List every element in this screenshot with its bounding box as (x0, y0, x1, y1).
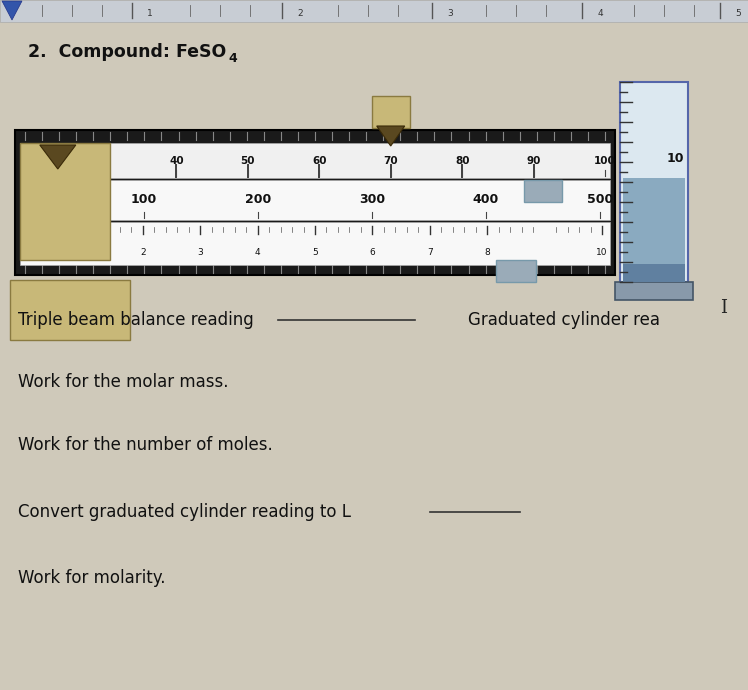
Text: 1: 1 (147, 10, 153, 19)
FancyBboxPatch shape (623, 264, 685, 282)
Text: 10: 10 (596, 248, 607, 257)
FancyBboxPatch shape (496, 260, 536, 282)
Text: Work for the molar mass.: Work for the molar mass. (18, 373, 228, 391)
Text: 300: 300 (359, 193, 385, 206)
Text: 5: 5 (312, 248, 318, 257)
Text: 2: 2 (140, 248, 146, 257)
FancyBboxPatch shape (620, 82, 688, 282)
FancyBboxPatch shape (247, 164, 249, 178)
FancyBboxPatch shape (372, 96, 410, 128)
Text: 30: 30 (98, 155, 112, 166)
Text: 10: 10 (666, 152, 684, 164)
Text: 0: 0 (25, 248, 31, 257)
Text: 500: 500 (587, 193, 613, 206)
Text: Graduated cylinder rea: Graduated cylinder rea (468, 311, 660, 329)
FancyBboxPatch shape (20, 222, 610, 265)
Polygon shape (377, 126, 405, 146)
FancyBboxPatch shape (390, 164, 392, 178)
FancyBboxPatch shape (0, 0, 748, 22)
Text: Work for molarity.: Work for molarity. (18, 569, 165, 587)
Text: 70: 70 (384, 155, 398, 166)
Text: 2: 2 (297, 10, 303, 19)
Text: 4: 4 (597, 10, 603, 19)
Polygon shape (40, 145, 76, 169)
FancyBboxPatch shape (533, 164, 535, 178)
Text: 4: 4 (255, 248, 260, 257)
Text: 4: 4 (228, 52, 237, 64)
Text: 100: 100 (594, 155, 616, 166)
Text: 90: 90 (527, 155, 541, 166)
Text: 5: 5 (735, 10, 741, 19)
Text: 3: 3 (197, 248, 203, 257)
Text: 8: 8 (484, 248, 490, 257)
FancyBboxPatch shape (615, 282, 693, 300)
Text: 2.  Compound: FeSO: 2. Compound: FeSO (28, 43, 226, 61)
Text: 40: 40 (169, 155, 184, 166)
FancyBboxPatch shape (10, 280, 130, 340)
Text: 100: 100 (131, 193, 157, 206)
FancyBboxPatch shape (15, 130, 615, 275)
Text: Triple beam balance reading: Triple beam balance reading (18, 311, 254, 329)
Text: 50: 50 (241, 155, 255, 166)
Text: Work for the number of moles.: Work for the number of moles. (18, 436, 273, 454)
Text: 200: 200 (245, 193, 271, 206)
FancyBboxPatch shape (20, 143, 110, 260)
FancyBboxPatch shape (319, 164, 320, 178)
Text: 3: 3 (447, 10, 453, 19)
Text: 80: 80 (455, 155, 470, 166)
FancyBboxPatch shape (20, 180, 610, 220)
Text: 7: 7 (427, 248, 432, 257)
Polygon shape (2, 1, 22, 20)
FancyBboxPatch shape (462, 164, 463, 178)
Text: 0: 0 (25, 193, 34, 206)
FancyBboxPatch shape (623, 178, 685, 282)
Text: I: I (720, 299, 727, 317)
FancyBboxPatch shape (176, 164, 177, 178)
Text: 400: 400 (473, 193, 499, 206)
FancyBboxPatch shape (20, 143, 610, 178)
Text: Convert graduated cylinder reading to L: Convert graduated cylinder reading to L (18, 503, 351, 521)
Text: 1: 1 (82, 248, 88, 257)
FancyBboxPatch shape (524, 180, 562, 202)
Text: 60: 60 (312, 155, 327, 166)
Text: 6: 6 (370, 248, 375, 257)
